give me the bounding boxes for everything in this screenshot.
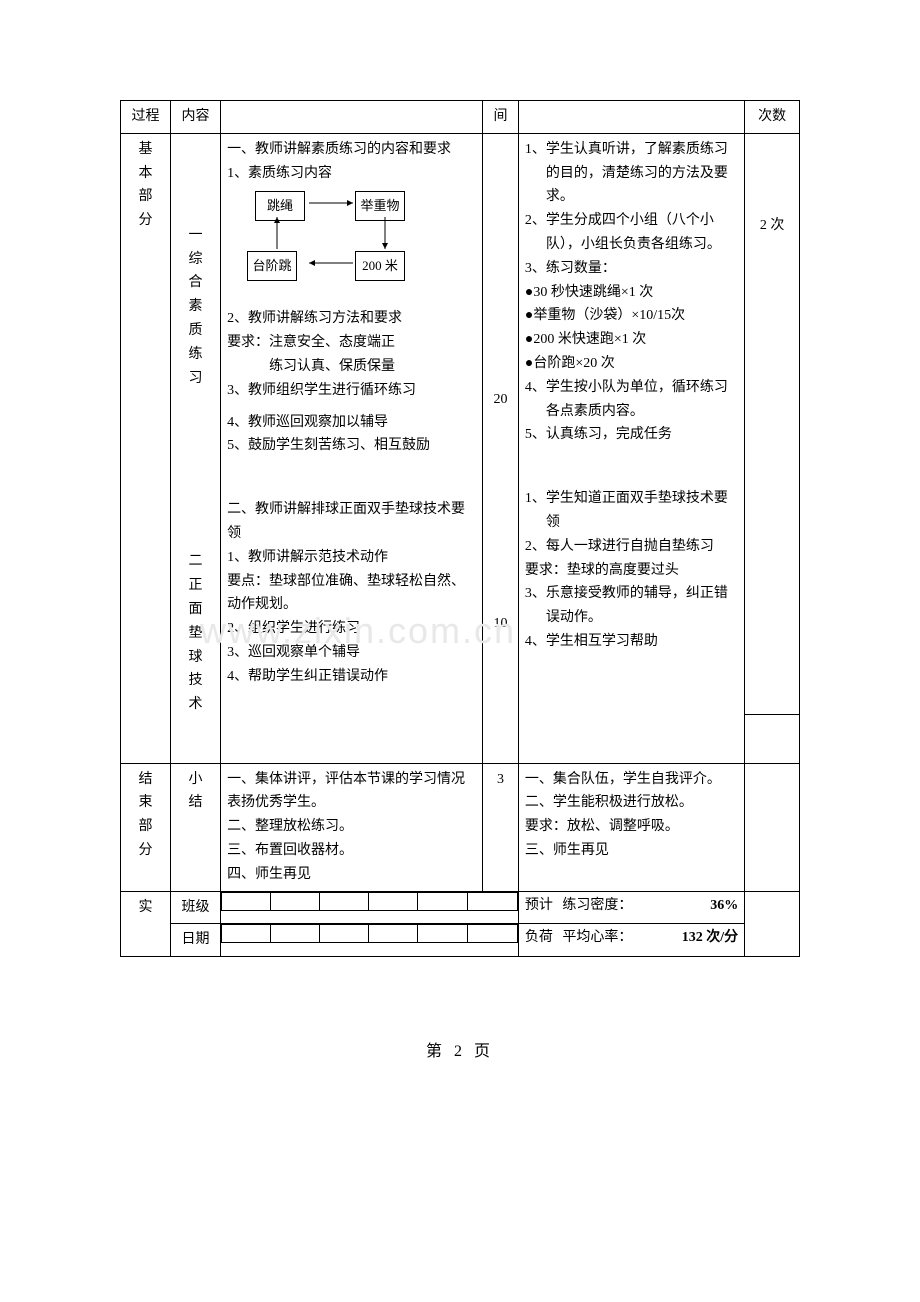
date-grid bbox=[221, 924, 519, 957]
header-time: 间 bbox=[483, 101, 519, 134]
date-label: 日期 bbox=[171, 924, 221, 957]
count-end bbox=[745, 763, 800, 891]
header-process: 过程 bbox=[121, 101, 171, 134]
page-number: 第 2 页 bbox=[120, 1037, 800, 1061]
time-column: 20 10 bbox=[483, 133, 519, 763]
process-basic-part: 基 本 部 分 bbox=[121, 133, 171, 763]
header-count: 次数 bbox=[745, 101, 800, 134]
teacher-activity: 一、教师讲解素质练习的内容和要求 1、素质练习内容 跳绳 举重物 台阶跳 200… bbox=[221, 133, 483, 763]
class-label: 班级 bbox=[171, 891, 221, 924]
flowchart: 跳绳 举重物 台阶跳 200 米 bbox=[237, 191, 417, 301]
bottom-right-blank bbox=[745, 891, 800, 957]
flow-arrows bbox=[237, 191, 417, 301]
process-end-part: 结 束 部 分 bbox=[121, 763, 171, 891]
class-grid bbox=[221, 891, 519, 924]
count-cell-2 bbox=[745, 715, 800, 763]
content-summary: 小 结 bbox=[171, 763, 221, 891]
header-blank2 bbox=[518, 101, 744, 134]
student-activity: 1、学生认真听讲，了解素质练习的目的，清楚练习的方法及要求。 2、学生分成四个小… bbox=[518, 133, 744, 763]
density-row: 预计 练习密度： 36% bbox=[518, 891, 744, 924]
count-cell-1: 2 次 bbox=[745, 133, 800, 715]
heartrate-row: 负荷 平均心率： 132 次/分 bbox=[518, 924, 744, 957]
teacher-end: 一、集体讲评，评估本节课的学习情况表扬优秀学生。 二、整理放松练习。 三、布置回… bbox=[221, 763, 483, 891]
content-column: 一 综 合 素 质 练 习 二 正 面 垫 球 技 术 bbox=[171, 133, 221, 763]
header-content: 内容 bbox=[171, 101, 221, 134]
lesson-plan-table: 过程 内容 间 次数 基 本 部 分 一 综 合 bbox=[120, 100, 800, 957]
bottom-left-label: 实 bbox=[121, 891, 171, 957]
student-end: 一、集合队伍，学生自我评介。 二、学生能积极进行放松。 要求：放松、调整呼吸。 … bbox=[518, 763, 744, 891]
time-end: 3 bbox=[483, 763, 519, 891]
header-blank1 bbox=[221, 101, 483, 134]
